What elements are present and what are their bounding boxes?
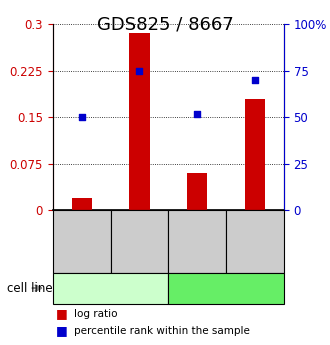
Text: ■: ■ xyxy=(56,324,68,337)
Text: log ratio: log ratio xyxy=(74,309,118,319)
Point xyxy=(137,68,142,73)
Text: HCC 1954: HCC 1954 xyxy=(198,283,254,293)
Text: GSM21257: GSM21257 xyxy=(250,213,260,270)
Bar xyxy=(245,99,265,210)
Text: cell line: cell line xyxy=(7,282,52,295)
Text: percentile rank within the sample: percentile rank within the sample xyxy=(74,326,250,335)
Text: GDS825 / 8667: GDS825 / 8667 xyxy=(97,16,233,33)
Bar xyxy=(187,173,207,210)
Text: ■: ■ xyxy=(56,307,68,321)
Point xyxy=(79,115,84,120)
Text: MDA-MB-436: MDA-MB-436 xyxy=(75,283,147,293)
Text: GSM21255: GSM21255 xyxy=(134,213,145,270)
Point xyxy=(252,77,258,83)
Text: GSM21254: GSM21254 xyxy=(77,213,87,270)
Point xyxy=(195,111,200,116)
Bar xyxy=(72,198,92,210)
Bar xyxy=(129,33,149,210)
Text: GSM21256: GSM21256 xyxy=(192,213,202,270)
